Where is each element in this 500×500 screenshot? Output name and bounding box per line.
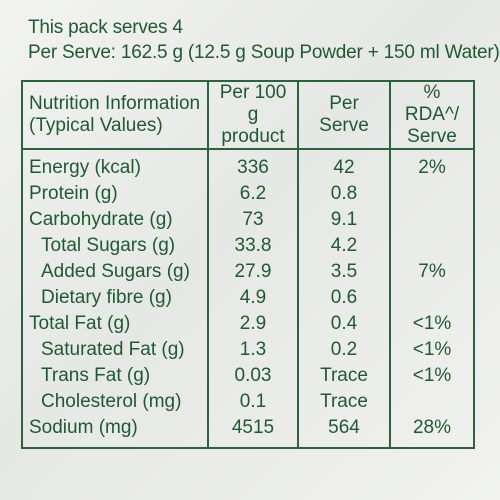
per100-value: 0.03 xyxy=(207,363,299,389)
nutrient-name: Cholesterol (mg) xyxy=(21,389,209,415)
rda-header-line2: Serve xyxy=(407,126,457,147)
table-row: Saturated Fat (g) 1.3 0.2 <1% xyxy=(21,337,475,363)
nutrient-name: Protein (g) xyxy=(21,181,209,207)
per100-value: 4515 xyxy=(207,415,299,448)
per-serve-value: 0.4 xyxy=(297,311,391,337)
rda-value: <1% xyxy=(389,363,475,389)
table-row: Added Sugars (g) 27.9 3.5 7% xyxy=(21,259,475,285)
nutrient-name: Saturated Fat (g) xyxy=(21,337,209,363)
per-serve-header: Per Serve xyxy=(319,93,369,136)
nutrient-header-line2: (Typical Values) xyxy=(29,115,163,136)
nutrient-column-header: Nutrition Information (Typical Values) xyxy=(21,80,209,150)
table-header-row: Nutrition Information (Typical Values) P… xyxy=(21,80,475,150)
nutrient-name: Carbohydrate (g) xyxy=(21,207,209,233)
rda-value xyxy=(389,181,475,207)
table-row: Carbohydrate (g) 73 9.1 xyxy=(21,207,475,233)
nutrition-table: Nutrition Information (Typical Values) P… xyxy=(21,80,475,449)
rda-value: 7% xyxy=(389,259,475,285)
rda-column-header: % RDA^/ Serve xyxy=(389,80,475,150)
table-row: Trans Fat (g) 0.03 Trace <1% xyxy=(21,363,475,389)
per-serve-value: 564 xyxy=(297,415,391,448)
per-serve-value: 0.6 xyxy=(297,285,391,311)
pack-serves-text: This pack serves 4 xyxy=(28,17,183,38)
per-serve-value: 9.1 xyxy=(297,207,391,233)
rda-header-line1: % RDA^/ xyxy=(404,82,460,125)
per100-value: 1.3 xyxy=(207,337,299,363)
rda-value xyxy=(389,389,475,415)
nutrient-name: Trans Fat (g) xyxy=(21,363,209,389)
per100-value: 6.2 xyxy=(207,181,299,207)
rda-value xyxy=(389,233,475,259)
table-row: Energy (kcal) 336 42 2% xyxy=(21,149,475,181)
per-serve-value: Trace xyxy=(297,363,391,389)
rda-value xyxy=(389,207,475,233)
rda-value: 2% xyxy=(389,149,475,181)
per-serve-value: 3.5 xyxy=(297,259,391,285)
per-serve-value: 42 xyxy=(297,149,391,181)
nutrient-name: Dietary fibre (g) xyxy=(21,285,209,311)
nutrient-name: Added Sugars (g) xyxy=(21,259,209,285)
table-row: Protein (g) 6.2 0.8 xyxy=(21,181,475,207)
per100-value: 2.9 xyxy=(207,311,299,337)
per100-value: 336 xyxy=(207,149,299,181)
nutrient-name: Sodium (mg) xyxy=(21,415,209,448)
per-serve-column-header: Per Serve xyxy=(297,80,391,150)
per100-column-header: Per 100 g product xyxy=(207,80,299,150)
rda-value: 28% xyxy=(389,415,475,448)
per-serve-value: 4.2 xyxy=(297,233,391,259)
table-row: Total Fat (g) 2.9 0.4 <1% xyxy=(21,311,475,337)
per100-value: 4.9 xyxy=(207,285,299,311)
table-row: Dietary fibre (g) 4.9 0.6 xyxy=(21,285,475,311)
nutrient-name: Total Fat (g) xyxy=(21,311,209,337)
table-row: Sodium (mg) 4515 564 28% xyxy=(21,415,475,448)
per100-value: 27.9 xyxy=(207,259,299,285)
rda-value: <1% xyxy=(389,337,475,363)
nutrient-name: Total Sugars (g) xyxy=(21,233,209,259)
per-serve-value: Trace xyxy=(297,389,391,415)
per100-value: 33.8 xyxy=(207,233,299,259)
rda-value xyxy=(389,285,475,311)
per100-header-line1: Per 100 g xyxy=(219,82,287,125)
per-serve-value: 0.8 xyxy=(297,181,391,207)
rda-value: <1% xyxy=(389,311,475,337)
per100-value: 73 xyxy=(207,207,299,233)
per100-header-line2: product xyxy=(221,126,285,147)
per-serve-text: Per Serve: 162.5 g (12.5 g Soup Powder +… xyxy=(28,42,500,63)
per-serve-value: 0.2 xyxy=(297,337,391,363)
nutrient-name: Energy (kcal) xyxy=(21,149,209,181)
per100-value: 0.1 xyxy=(207,389,299,415)
table-row: Total Sugars (g) 33.8 4.2 xyxy=(21,233,475,259)
table-row: Cholesterol (mg) 0.1 Trace xyxy=(21,389,475,415)
nutrient-header-line1: Nutrition Information xyxy=(29,93,201,114)
